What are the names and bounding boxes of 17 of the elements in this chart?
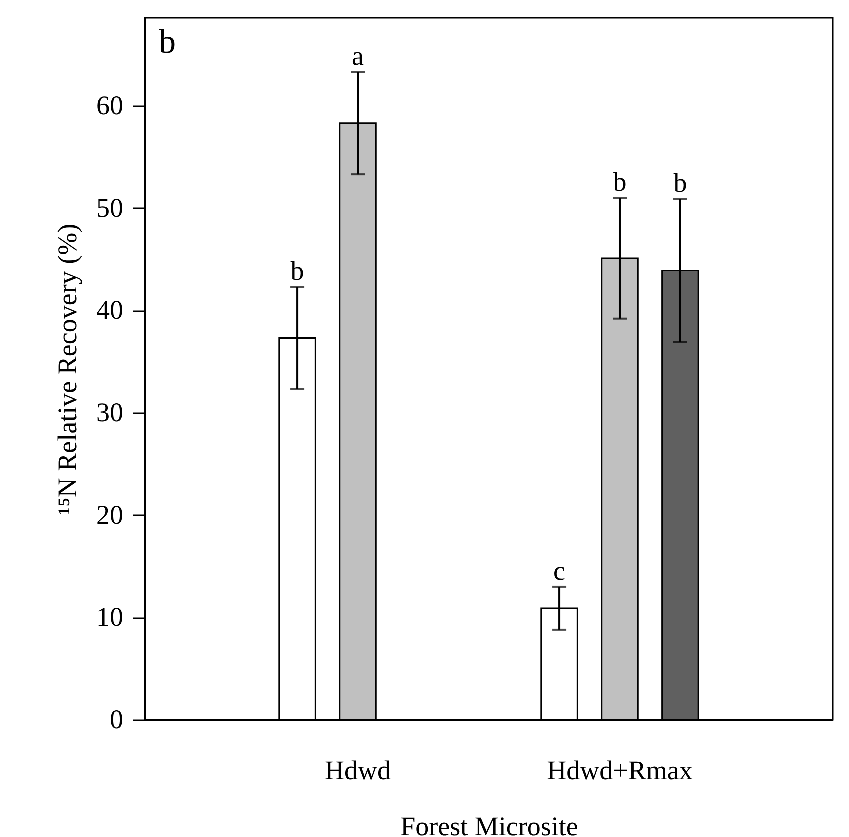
annotation: b — [290, 256, 304, 286]
y-tick-label: 20 — [96, 500, 124, 530]
x-tick-label: Hdwd+Rmax — [547, 756, 694, 786]
annotation: b — [674, 168, 688, 198]
y-tick-label: 30 — [96, 398, 124, 428]
annotation: b — [159, 24, 176, 61]
annotation: a — [352, 41, 364, 72]
y-axis-title: ¹⁵N Relative Recovery (%) — [52, 224, 82, 516]
x-tick-label: Hdwd — [325, 756, 392, 786]
annotation: c — [554, 556, 566, 586]
y-tick-label: 40 — [96, 295, 124, 326]
y-tick-label: 0 — [110, 704, 124, 734]
y-tick-label: 60 — [96, 90, 124, 121]
y-tick-label: 50 — [96, 192, 124, 223]
y-tick-label: 10 — [96, 602, 124, 632]
x-axis-title: Forest Microsite — [400, 812, 578, 837]
annotation: b — [613, 167, 627, 198]
